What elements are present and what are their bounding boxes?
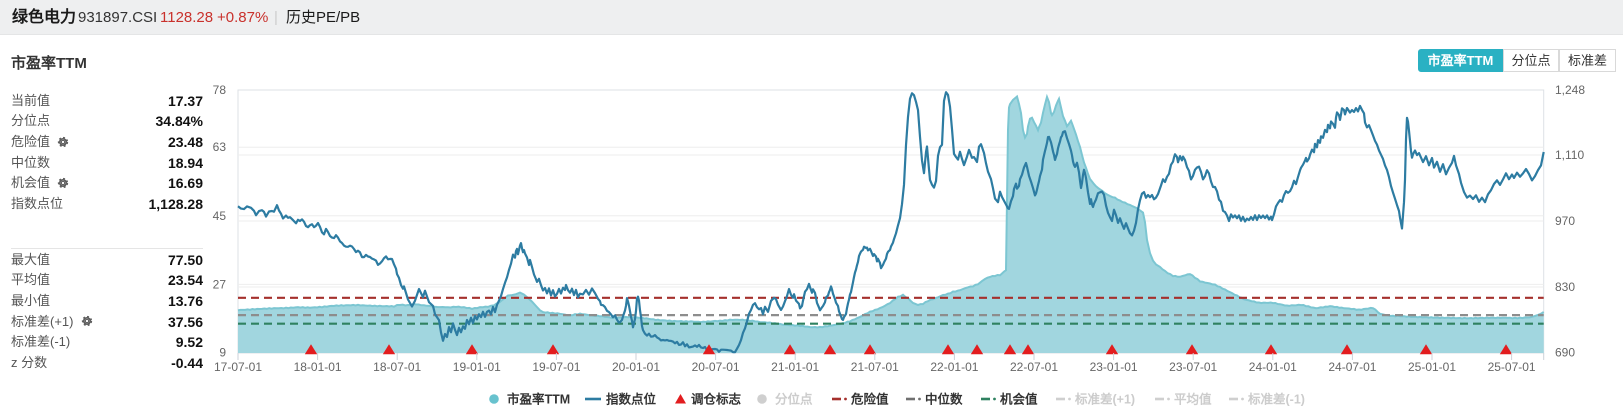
svg-text:25-01-01: 25-01-01 (1408, 360, 1456, 374)
svg-text:19-01-01: 19-01-01 (453, 360, 501, 374)
svg-text:20-01-01: 20-01-01 (612, 360, 660, 374)
svg-text:23-01-01: 23-01-01 (1090, 360, 1138, 374)
svg-text:19-07-01: 19-07-01 (532, 360, 580, 374)
svg-text:平均值: 平均值 (1174, 392, 1212, 407)
svg-text:9: 9 (219, 346, 226, 360)
svg-text:分位点: 分位点 (775, 392, 813, 407)
svg-text:63: 63 (213, 140, 227, 154)
svg-text:17-07-01: 17-07-01 (214, 360, 262, 374)
svg-text:调仓标志: 调仓标志 (691, 392, 742, 407)
svg-text:机会值: 机会值 (1000, 392, 1038, 407)
svg-text:24-01-01: 24-01-01 (1249, 360, 1297, 374)
svg-text:标准差(-1): 标准差(-1) (1247, 392, 1305, 407)
svg-text:危险值: 危险值 (850, 392, 889, 407)
svg-text:45: 45 (213, 209, 227, 223)
svg-text:22-01-01: 22-01-01 (930, 360, 978, 374)
svg-text:25-07-01: 25-07-01 (1488, 360, 1536, 374)
svg-text:21-07-01: 21-07-01 (851, 360, 899, 374)
svg-text:830: 830 (1555, 280, 1575, 294)
svg-text:27: 27 (213, 277, 227, 291)
svg-text:24-07-01: 24-07-01 (1328, 360, 1376, 374)
svg-text:1,110: 1,110 (1555, 148, 1584, 162)
svg-text:指数点位: 指数点位 (606, 392, 657, 407)
svg-text:22-07-01: 22-07-01 (1010, 360, 1058, 374)
svg-text:市盈率TTM: 市盈率TTM (507, 392, 570, 407)
svg-text:18-01-01: 18-01-01 (294, 360, 342, 374)
svg-text:中位数: 中位数 (925, 392, 963, 407)
svg-text:1,248: 1,248 (1555, 83, 1585, 97)
svg-text:21-01-01: 21-01-01 (771, 360, 819, 374)
svg-text:18-07-01: 18-07-01 (373, 360, 421, 374)
svg-text:78: 78 (213, 83, 227, 97)
svg-text:标准差(+1): 标准差(+1) (1074, 392, 1135, 407)
svg-text:970: 970 (1555, 214, 1575, 228)
svg-text:23-07-01: 23-07-01 (1169, 360, 1217, 374)
svg-text:690: 690 (1555, 346, 1575, 360)
svg-text:20-07-01: 20-07-01 (692, 360, 740, 374)
